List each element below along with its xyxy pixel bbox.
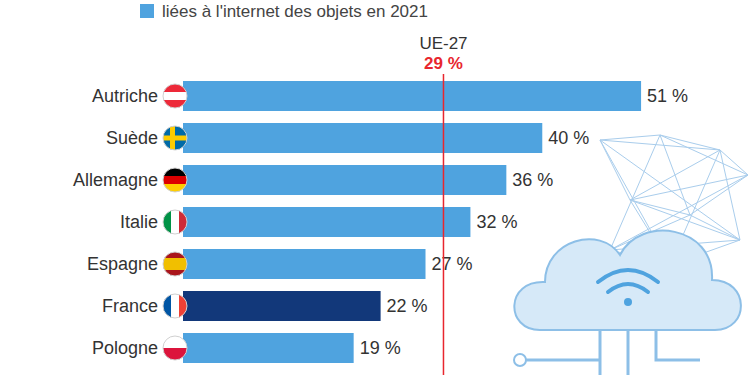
chart-container: liées à l'internet des objets en 2021 Aut… [0,0,750,375]
cloud-wire [526,359,600,362]
flag-border [163,252,187,276]
category-label: Allemagne [73,170,158,190]
flag-stripe [163,126,187,150]
flag-stripe [163,348,187,360]
flag [163,84,187,109]
flag [163,336,187,360]
subtitle: liées à l'internet des objets en 2021 [162,2,428,21]
flag-stripe [163,176,187,185]
data-label: 36 % [512,170,553,190]
bars [183,81,641,363]
flag-stripe [170,126,175,150]
cloud-wire [600,330,700,375]
data-label: 32 % [476,212,517,232]
bar [183,81,641,111]
flag-stripe [171,210,180,234]
flag-border [163,336,187,360]
flag-border [163,168,187,192]
flag-border [163,126,187,150]
network-line [720,150,748,175]
flag [163,294,188,318]
bar [183,207,470,237]
data-label: 19 % [360,338,401,358]
wifi-arc [608,284,648,292]
bar [183,249,426,279]
reference-line [443,74,445,375]
category-label: Suède [106,128,158,148]
wifi-dot [624,298,632,306]
chart-svg: liées à l'internet des objets en 2021 Aut… [0,0,750,375]
category-label: Italie [120,212,158,232]
flag [163,126,187,150]
category-label: Pologne [92,338,158,358]
bar [183,123,542,153]
flag-stripe [163,258,187,270]
network-line [660,135,720,150]
reference-label: UE-27 [419,34,467,53]
network-line [600,135,660,140]
bar [183,333,354,363]
bar [183,291,381,321]
flag-stripe [171,294,180,318]
data-label: 40 % [548,128,589,148]
data-label: 27 % [432,254,473,274]
bar [183,165,506,195]
network-line [630,150,720,200]
flag-stripe [163,92,187,101]
wire-node [514,354,526,366]
flag [163,252,187,276]
network-line [630,200,690,215]
flag-stripe [163,168,187,177]
network-line [720,150,740,240]
flag [163,210,188,234]
reference-value-label: 29 % [424,54,463,73]
cloud [514,231,741,330]
network-line [690,175,748,215]
legend-swatch [140,4,154,18]
flag-stripe [163,294,172,318]
category-label: Autriche [92,86,158,106]
category-label: Espagne [87,254,158,274]
flag-border [163,84,187,108]
data-label: 22 % [387,296,428,316]
network-line [690,215,740,240]
category-label: France [102,296,158,316]
flag-stripe [163,210,172,234]
data-label: 51 % [647,86,688,106]
flag-stripe [163,336,187,348]
flag-stripe [163,252,187,276]
flag-border [163,294,187,318]
flag-border [163,210,187,234]
flag [163,168,187,193]
wifi-arc [598,270,658,282]
flag-stripe [163,84,187,93]
labels: Autriche 51 % Suède 40 % Allemagne 36 % Italie… [73,84,688,360]
